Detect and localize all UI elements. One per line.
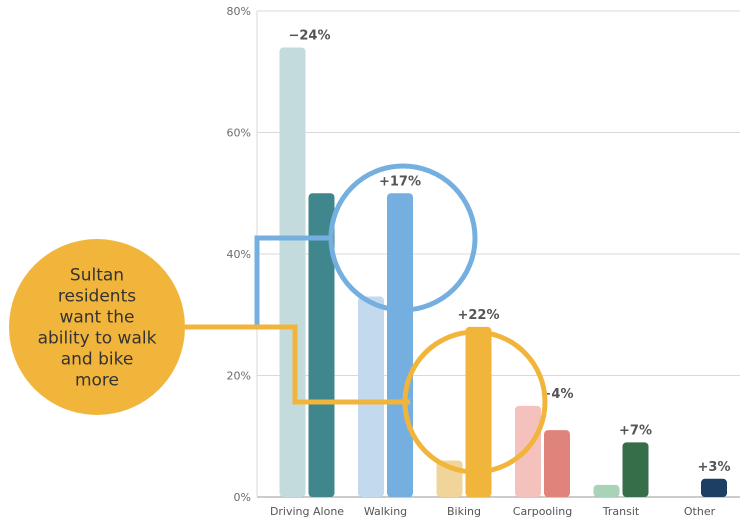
bar-series1 [279,47,306,497]
change-label: +7% [619,423,652,438]
walk-connector-line [254,235,330,325]
callout-text-line: residents [58,287,136,307]
callout-text-line: Sultan [70,266,124,286]
change-labels: −24% +17% +22% −4% +7% +3% [288,28,730,474]
walking-highlight-ring [328,163,478,313]
callout-bubble [9,239,185,415]
category-label: Carpooling [513,505,572,518]
change-label: +22% [457,308,499,323]
biking-highlight-ring [402,329,548,475]
bar-series2 [465,326,492,497]
callout-text-line: want the [59,308,134,328]
change-label: +17% [379,174,421,189]
change-label: +3% [698,460,731,475]
bar-series2 [544,430,570,497]
bar-series2 [308,193,335,497]
bar-series1 [358,296,384,497]
change-label: −24% [288,28,330,43]
bar-series2 [701,478,727,497]
category-label: Walking [364,505,407,518]
y-axis-ticks: 0% 20% 40% 60% 80% [227,5,251,504]
x-axis-categories: Driving Alone Walking Biking Carpooling Tran… [270,505,716,518]
callout-text-line: more [75,371,119,391]
y-tick-label: 60% [227,127,251,140]
category-label: Biking [447,505,481,518]
y-tick-label: 40% [227,248,251,261]
category-label: Other [684,505,716,518]
change-label: −4% [541,387,574,402]
bar-series2 [622,442,649,497]
y-tick-label: 80% [227,5,251,18]
bar-series2 [387,193,413,497]
callout-text-line: ability to walk [38,329,157,349]
category-label: Transit [602,505,640,518]
bike-connector-line [185,324,410,405]
y-tick-label: 0% [234,491,251,504]
y-tick-label: 20% [227,370,251,383]
callout-text-line: and bike [61,350,134,370]
bars [279,47,727,497]
category-label: Driving Alone [270,505,344,518]
bar-series1 [593,484,620,497]
